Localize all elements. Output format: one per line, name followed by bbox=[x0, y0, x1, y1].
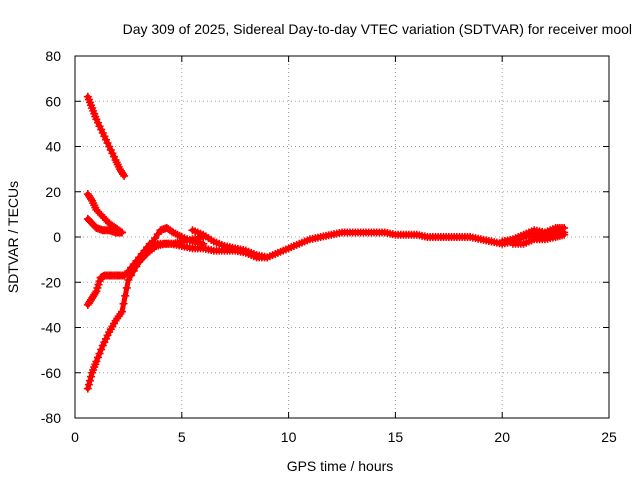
data-point-marker bbox=[85, 376, 94, 385]
data-point-marker bbox=[119, 170, 128, 179]
x-tick-label: 20 bbox=[494, 429, 510, 445]
y-axis-title: SDTVAR / TECUs bbox=[5, 181, 21, 293]
y-tick-label: 80 bbox=[45, 48, 61, 64]
data-point-marker bbox=[91, 288, 100, 297]
data-point-marker bbox=[95, 349, 104, 358]
x-tick-label: 10 bbox=[281, 429, 297, 445]
y-tick-label: 40 bbox=[45, 139, 61, 155]
x-tick-label: 25 bbox=[601, 429, 617, 445]
data-series bbox=[83, 92, 569, 393]
data-point-marker bbox=[122, 283, 131, 292]
data-point bbox=[560, 230, 569, 239]
x-tick-label: 15 bbox=[388, 429, 404, 445]
data-point bbox=[560, 223, 569, 232]
x-axis-title: GPS time / hours bbox=[287, 458, 394, 474]
data-point bbox=[124, 275, 133, 284]
data-point-marker bbox=[87, 372, 96, 381]
x-tick-label: 5 bbox=[178, 429, 186, 445]
y-tick-label: 60 bbox=[45, 93, 61, 109]
series-trace-c bbox=[83, 214, 126, 237]
series-trace-f bbox=[124, 228, 569, 275]
y-tick-label: -20 bbox=[41, 274, 61, 290]
data-point bbox=[263, 253, 272, 262]
y-tick-label: -40 bbox=[41, 320, 61, 336]
y-tick-label: -60 bbox=[41, 365, 61, 381]
data-point bbox=[120, 171, 129, 180]
data-point-marker bbox=[84, 380, 93, 389]
data-point-marker bbox=[119, 299, 128, 308]
data-point-marker bbox=[97, 345, 106, 354]
chart-title: Day 309 of 2025, Sidereal Day-to-day VTE… bbox=[123, 21, 632, 37]
data-point bbox=[117, 307, 126, 316]
data-point-marker bbox=[127, 271, 136, 280]
x-tick-label: 0 bbox=[71, 429, 79, 445]
data-point bbox=[117, 228, 126, 237]
series-trace-i bbox=[508, 230, 569, 248]
series-trace-g bbox=[188, 226, 272, 262]
axis-ticks: 0 5 10 15 20 25 -80 -60 -40 -20 0 20 40 60 80 bbox=[41, 48, 617, 445]
y-tick-label: 20 bbox=[45, 184, 61, 200]
series-trace-a bbox=[83, 92, 129, 180]
y-tick-label: -80 bbox=[41, 410, 61, 426]
data-point-marker bbox=[121, 291, 130, 300]
y-tick-label: 0 bbox=[53, 229, 61, 245]
data-point bbox=[83, 384, 92, 393]
series-trace-e bbox=[83, 223, 208, 393]
plot-area-border bbox=[74, 55, 610, 419]
series-trace-d bbox=[83, 233, 208, 309]
data-point-marker bbox=[93, 353, 102, 362]
data-point bbox=[92, 357, 101, 366]
